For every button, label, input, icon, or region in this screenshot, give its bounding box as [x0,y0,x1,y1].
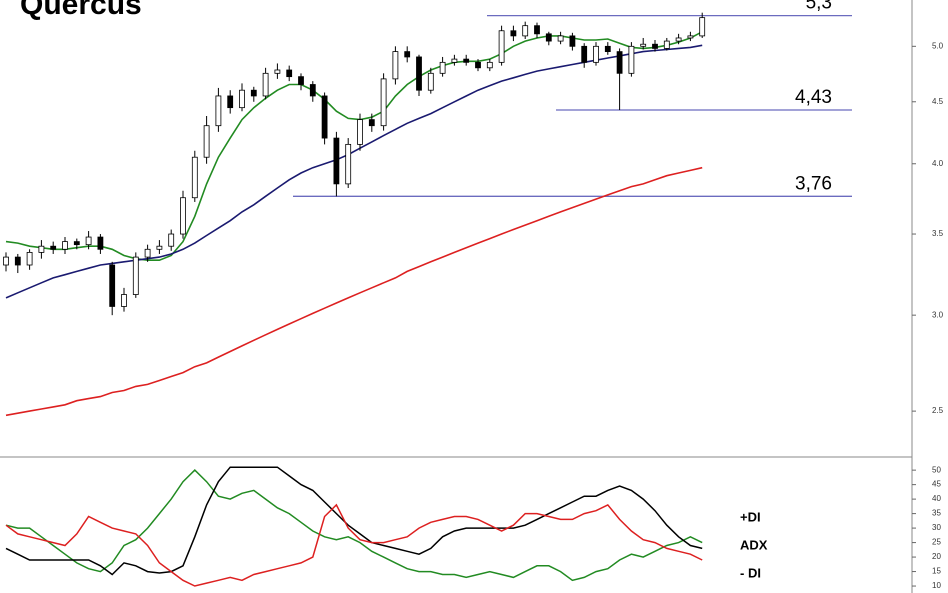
candle-body [132,256,139,295]
candle-body [38,245,45,253]
legend-label: ADX [740,537,768,552]
y-tick-label: 3.0 [932,310,944,319]
candle-body [581,45,588,63]
candle-body [652,43,658,49]
candle-body [203,125,210,158]
candle-body [50,245,57,250]
legend-label: +DI [740,509,761,524]
candle-body [309,84,316,97]
candle-body [628,45,635,74]
series-line [5,469,703,582]
candle-body [593,45,599,63]
candle-body [191,156,198,199]
y-tick-label: 4.5 [932,97,944,106]
candle-body [85,236,92,246]
candle-body [675,37,682,42]
candle-body [3,256,9,266]
candle-body [144,248,151,258]
y-tick-label: 35 [932,509,941,518]
candle-body [486,61,493,69]
candle-body [73,241,80,246]
candle-body [215,95,222,127]
chart-title: Quercus [20,0,142,21]
legend-label: - DI [740,565,761,580]
candle-body [427,72,434,91]
candle-body [687,35,694,39]
candle-body [250,89,257,97]
y-tick-label: 45 [932,480,941,489]
candle-body [286,69,293,78]
candle-body [663,40,670,49]
candle-body [121,294,127,307]
candle-body [604,45,611,53]
candle-body [62,241,68,250]
candle-body [510,30,517,37]
candle-body [298,76,304,85]
candle-body [498,30,505,63]
candle-body [26,251,33,266]
y-tick-label: 4.0 [932,159,944,168]
candle-body [97,236,104,250]
level-label: 3,76 [795,173,832,194]
y-tick-label: 10 [932,581,941,590]
candle-body [416,56,422,91]
y-tick-label: 40 [932,494,941,503]
candle-body [640,43,647,47]
candle-body [616,51,623,74]
candle-body [439,61,446,74]
y-tick-label: 30 [932,523,941,532]
candle-body [345,143,352,185]
candle-body [463,58,470,63]
y-tick-label: 25 [932,538,941,547]
candle-body [239,89,245,109]
candle-body [156,245,163,250]
series-line [5,466,703,576]
candle-body [522,25,529,37]
candle-body [557,35,564,42]
candle-body [368,119,375,127]
candle-body [404,51,411,58]
candle-body [227,95,234,109]
candle-body [451,58,458,63]
candle-body [333,137,340,185]
candle-body [475,61,481,69]
candle-body [14,256,21,266]
candle-body [569,35,576,47]
candle-body [321,95,328,139]
series-line [5,166,703,417]
series-line [5,31,703,261]
candle-body [534,25,540,35]
level-label: 4,43 [795,87,832,108]
candle-body [392,51,399,80]
candle-body [109,264,116,307]
candle-body [168,233,175,247]
y-tick-label: 3.5 [932,229,944,238]
candle-body [380,78,387,127]
candle-body [545,33,552,42]
candle-body [274,69,281,74]
y-tick-label: 20 [932,552,941,561]
y-tick-label: 5.0 [932,41,944,50]
y-tick-label: 2.5 [932,406,944,415]
candle-body [699,17,706,37]
candle-body [357,119,363,145]
candle-body [262,72,269,97]
series-line [5,503,703,587]
level-label: 5,3 [806,0,832,14]
candle-body [180,197,186,235]
y-tick-label: 50 [932,465,941,474]
y-tick-label: 15 [932,567,941,576]
